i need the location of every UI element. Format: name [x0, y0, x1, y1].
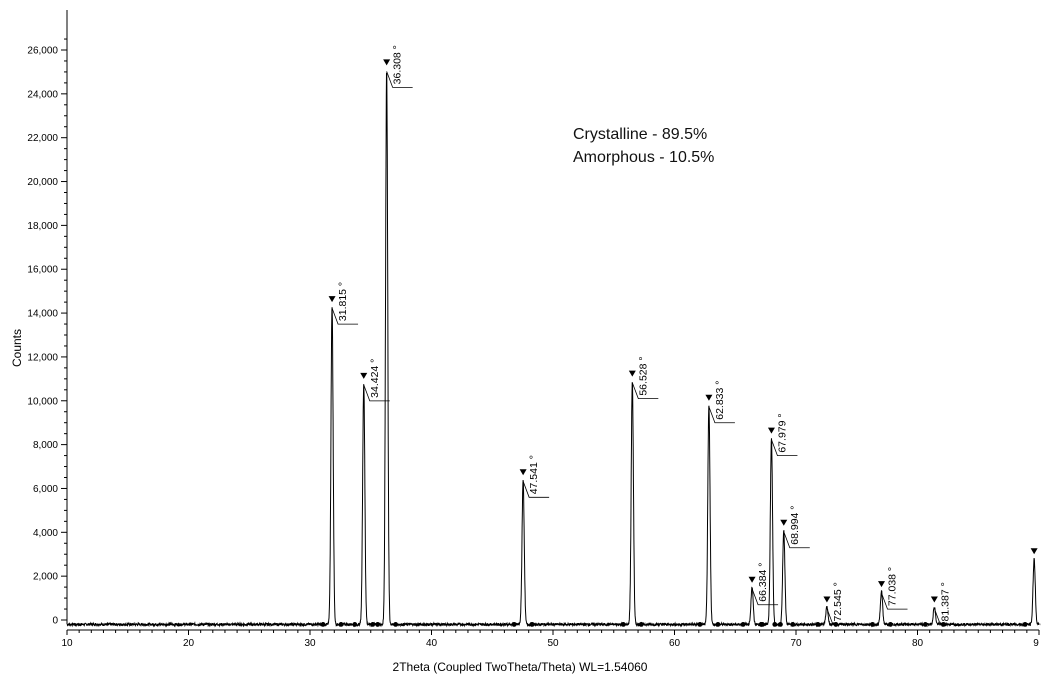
- peak-base-point: [370, 621, 376, 627]
- y-tick-label: 22,000: [27, 133, 58, 144]
- peak-leader-line: [933, 608, 961, 625]
- peak-label: 72.545 °: [832, 582, 844, 621]
- peak-base-point: [620, 621, 626, 627]
- peak-marker: [930, 596, 938, 603]
- y-tick-label: 18,000: [27, 221, 58, 232]
- peak-base-point: [338, 621, 344, 627]
- x-tick-label: 80: [912, 638, 924, 649]
- peak-base-point: [320, 621, 326, 627]
- peak-leader-line: [771, 439, 798, 457]
- peak-label: 56.528 °: [637, 356, 649, 395]
- x-tick-label: 10: [61, 638, 73, 649]
- annotation-crystalline: Crystalline - 89.5%: [573, 126, 707, 143]
- peak-base-point: [778, 621, 783, 627]
- peak-base-point: [393, 621, 399, 627]
- peak-marker: [519, 469, 527, 476]
- peak-label: 47.541 °: [528, 455, 540, 494]
- y-tick-label: 24,000: [27, 89, 58, 100]
- x-tick-label: 60: [669, 638, 681, 649]
- peak-label: 34.424 °: [369, 359, 381, 398]
- peak-leader-line: [708, 406, 735, 424]
- y-tick-label: 20,000: [27, 177, 58, 188]
- peak-base-point: [697, 621, 703, 627]
- y-tick-label: 2,000: [33, 572, 58, 583]
- y-axis: 0 2,000 4,000 6,000 8,000 10,000 12,000 14,000 1…: [27, 10, 68, 627]
- peak-marker: [823, 596, 831, 603]
- peak-marker: [780, 519, 788, 526]
- x-tick-label: 70: [790, 638, 802, 649]
- peak-leader-line: [363, 384, 390, 402]
- peak-marker: [878, 581, 886, 588]
- peak-label: 77.038 °: [887, 567, 899, 606]
- peak-label: 31.815 °: [337, 282, 349, 321]
- peak-leader-line: [751, 588, 779, 606]
- peak-base-point: [715, 621, 721, 627]
- peak-base-point: [638, 621, 644, 627]
- peak-marker: [705, 394, 713, 401]
- diffraction-pattern-line: [66, 72, 1040, 628]
- peak-base-point: [529, 621, 535, 627]
- peak-label: 36.308 °: [392, 45, 404, 84]
- peak-label: 66.384 °: [757, 562, 769, 601]
- peak-marker: [767, 427, 775, 434]
- peak-leader-line: [783, 531, 810, 549]
- peak-base-point: [870, 621, 875, 627]
- peak-base-point: [352, 621, 358, 627]
- peak-label: 81.387 °: [939, 582, 951, 621]
- peak-base-point: [740, 621, 746, 627]
- peak-marker: [383, 59, 391, 66]
- peak-base-point: [511, 621, 517, 627]
- y-tick-label: 16,000: [27, 265, 58, 276]
- y-tick-label: 6,000: [33, 484, 58, 495]
- x-tick-label: 30: [304, 638, 316, 649]
- peak-leader-line: [631, 382, 659, 400]
- y-tick-label: 8,000: [33, 440, 58, 451]
- x-axis-title: 2Theta (Coupled TwoTheta/Theta) WL=1.540…: [393, 660, 648, 674]
- y-tick-label: 12,000: [27, 352, 58, 363]
- peak-leader-line: [881, 592, 908, 610]
- peak-leader-line: [826, 608, 853, 625]
- peak-leader-line: [386, 71, 413, 88]
- y-tick-label: 14,000: [27, 309, 58, 320]
- peak-base-point: [1022, 621, 1028, 627]
- peak-base-point: [922, 621, 928, 627]
- x-tick-label: 20: [183, 638, 195, 649]
- y-tick-label: 4,000: [33, 528, 58, 539]
- peak-marker: [1030, 548, 1038, 555]
- x-tick-label: 50: [547, 638, 559, 649]
- y-tick-label: 0: [52, 616, 58, 627]
- peak-marker: [628, 370, 636, 377]
- peak-marker: [748, 576, 756, 583]
- x-tick-label: 9: [1033, 638, 1039, 649]
- y-tick-label: 26,000: [27, 46, 58, 57]
- peak-marker: [360, 372, 368, 379]
- peak-base-point: [772, 621, 778, 627]
- y-axis-title: Counts: [10, 329, 24, 367]
- peak-base-point: [375, 621, 381, 627]
- x-tick-label: 40: [426, 638, 438, 649]
- peak-leader-line: [522, 481, 550, 498]
- annotation-amorphous: Amorphous - 10.5%: [573, 149, 714, 166]
- peak-markers: 31.815 ° 34.424 ° 36.308 ° 47.541 ° 56.528 °…: [320, 45, 1041, 627]
- peak-base-point: [888, 621, 893, 627]
- peak-leader-line: [331, 307, 359, 325]
- peak-marker: [328, 296, 336, 303]
- peak-base-point: [760, 621, 765, 627]
- peak-label: 67.979 °: [776, 413, 788, 452]
- x-axis: 10 20 30 40 50 60 70 80 9: [61, 629, 1040, 649]
- peak-label: 62.833 °: [714, 381, 726, 420]
- peak-base-point: [790, 621, 796, 627]
- y-tick-label: 10,000: [27, 396, 58, 407]
- peak-base-point: [815, 621, 821, 627]
- peak-label: 68.994 °: [789, 505, 801, 544]
